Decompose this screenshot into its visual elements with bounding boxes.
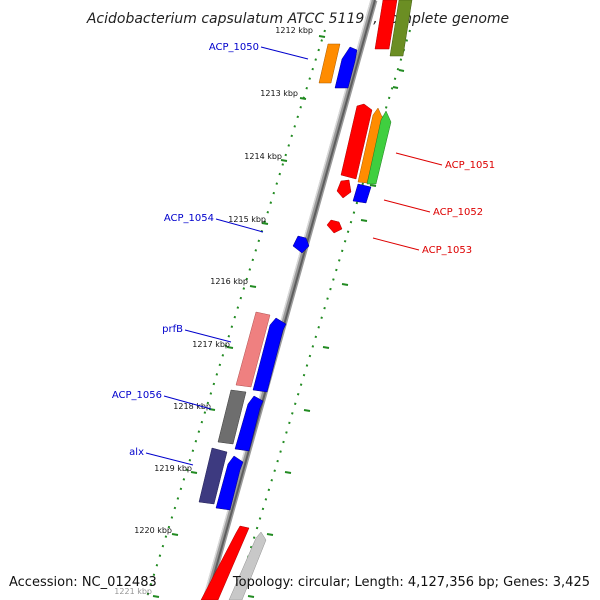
- tick-mark: [190, 471, 198, 474]
- guide-rail-left: [145, 29, 326, 600]
- tick-mark: [299, 97, 307, 100]
- tick-mark: [369, 184, 377, 187]
- gene-arrow-blue: [352, 183, 372, 204]
- tick-mark: [303, 409, 311, 412]
- tick-label: 1214 kbp: [244, 152, 282, 161]
- tick-label: 1221 kbp: [114, 587, 152, 596]
- tick-label: 1218 kbp: [173, 402, 211, 411]
- gene-label-acp-1051: ACP_1051: [445, 160, 495, 171]
- accession-label: Accession: NC_012483: [9, 575, 157, 590]
- gene-arrow-red: [340, 103, 373, 180]
- tick-mark: [247, 595, 255, 598]
- tick-label: 1216 kbp: [210, 277, 248, 286]
- leader-line: [145, 452, 194, 466]
- tick-mark: [322, 346, 330, 349]
- tick-mark: [280, 159, 288, 162]
- tick-label: 1219 kbp: [154, 464, 192, 473]
- leader-line: [215, 218, 264, 233]
- tick-mark: [249, 285, 257, 288]
- gene-arrow-blue: [292, 235, 310, 254]
- map-title: Acidobacterium capsulatum ATCC 51196, co…: [86, 11, 509, 27]
- tick-mark: [360, 219, 368, 222]
- gene-arrow-blue: [252, 317, 287, 393]
- leader-line: [372, 237, 420, 251]
- gene-arrow-navy: [198, 447, 228, 505]
- tick-label: 1217 kbp: [192, 340, 230, 349]
- gene-arrow-gray: [217, 389, 247, 445]
- leader-line: [383, 199, 431, 213]
- tick-label: 1215 kbp: [228, 215, 266, 224]
- gene-arrow-orange: [357, 107, 384, 184]
- gene-label-acp-1052: ACP_1052: [433, 207, 483, 218]
- gene-label-acp-1056: ACP_1056: [112, 390, 162, 401]
- scale-ticks: [152, 35, 405, 598]
- tick-mark: [261, 222, 269, 225]
- gene-features: [198, 0, 413, 600]
- tick-mark: [341, 283, 349, 286]
- gene-arrow-orange: [318, 43, 341, 84]
- leader-line: [184, 329, 232, 343]
- gene-label-prfb: prfB: [162, 324, 183, 335]
- gene-arrow-blue: [334, 46, 358, 89]
- gene-label-leaders: [145, 46, 443, 466]
- gene-arrow-blue: [234, 395, 264, 452]
- tick-label: 1212 kbp: [275, 26, 313, 35]
- gene-label-acp-1053: ACP_1053: [422, 245, 472, 256]
- tick-mark: [226, 346, 234, 349]
- gene-label-acp-1054: ACP_1054: [164, 213, 214, 224]
- gene-arrow-lightgray: [228, 531, 267, 600]
- gene-arrow-red: [374, 0, 398, 50]
- tick-mark: [318, 35, 326, 38]
- gene-arrow-olive: [389, 0, 413, 57]
- tick-labels: 1212 kbp 1213 kbp 1214 kbp 1215 kbp 1216…: [114, 26, 313, 596]
- tick-mark: [152, 595, 160, 598]
- gene-arrow-blue: [215, 455, 244, 511]
- gene-arrow-green: [366, 110, 392, 185]
- tick-mark: [392, 86, 399, 89]
- gene-arrow-red: [200, 525, 250, 600]
- tick-mark: [398, 69, 405, 72]
- tick-label: 1220 kbp: [134, 526, 172, 535]
- genome-summary: Topology: circular; Length: 4,127,356 bp…: [232, 575, 590, 590]
- tick-label: 1213 kbp: [260, 89, 298, 98]
- gene-arrow-red: [336, 179, 352, 199]
- leader-line: [260, 46, 309, 60]
- gene-arrow-pink: [235, 311, 271, 388]
- gene-arrow-red: [326, 219, 343, 234]
- leader-line: [163, 395, 212, 410]
- tick-mark: [171, 533, 179, 536]
- gene-label-alx: alx: [129, 447, 144, 458]
- tick-mark: [266, 533, 274, 536]
- leader-line: [395, 152, 443, 166]
- gene-labels: ACP_1050 ACP_1051 ACP_1052 ACP_1053 ACP_…: [112, 42, 495, 458]
- gene-label-acp-1050: ACP_1050: [209, 42, 259, 53]
- tick-mark: [284, 471, 292, 474]
